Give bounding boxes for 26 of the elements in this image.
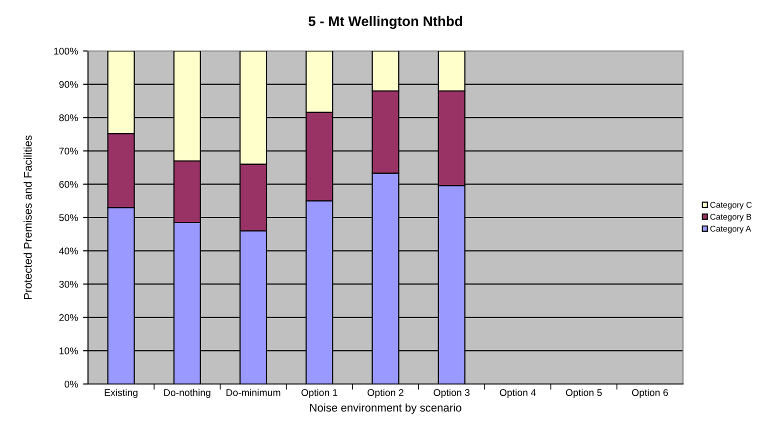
y-axis-title: Protected Premises and Facilities	[24, 135, 32, 300]
x-tick-label: Do-nothing	[164, 388, 210, 398]
chart-title: 5 - Mt Wellington Nthbd	[308, 16, 462, 29]
y-tick-label: 30%	[59, 280, 78, 288]
x-tick-label: Option 2	[368, 388, 404, 398]
x-tick-label: Option 6	[632, 388, 668, 398]
y-tick-label: 20%	[59, 314, 78, 322]
y-tick-label: 10%	[60, 347, 78, 354]
legend-label: Category C	[710, 202, 752, 210]
legend-label: Category B	[710, 214, 752, 222]
x-tick-label: Option 1	[301, 388, 338, 398]
x-tick-label: Existing	[104, 388, 138, 398]
x-tick-label: Option 5	[566, 388, 602, 398]
x-tick-label: Option 4	[500, 388, 536, 398]
y-tick-label: 50%	[59, 214, 78, 222]
y-tick-label: 70%	[59, 148, 78, 155]
x-axis-title: Noise environment by scenario	[310, 403, 462, 414]
y-tick-label: 80%	[59, 114, 78, 122]
x-tick-label: Option 3	[434, 388, 470, 398]
y-tick-label: 60%	[59, 180, 78, 188]
x-tick-label: Do-minimum	[226, 388, 280, 396]
y-tick-label: 0%	[64, 380, 78, 388]
legend-label: Category A	[710, 226, 752, 234]
y-tick-label: 40%	[59, 248, 78, 254]
y-tick-label: 90%	[59, 81, 78, 88]
y-tick-label: 100%	[54, 48, 78, 55]
